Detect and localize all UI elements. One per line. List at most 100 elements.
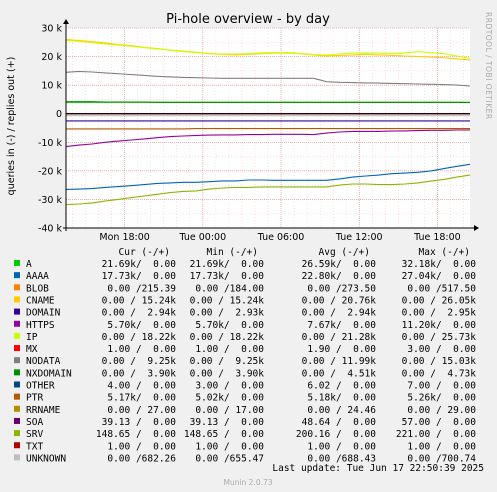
legend-value-min: 0.00 / 3.90k [190, 368, 265, 379]
y-tick-label: 30 k [41, 24, 62, 35]
legend-value-min: 0.00 /184.00 [195, 283, 264, 294]
legend-header-avg: Avg (-/+) [319, 247, 370, 258]
legend-value-cur: 0.00 / 3.90k [102, 368, 177, 379]
legend-value-cur: 148.65 / 0.00 [96, 429, 176, 440]
series-line-srv [65, 174, 471, 206]
legend-swatch-other [14, 381, 20, 388]
legend-value-min: 1.00 / 0.00 [195, 344, 264, 355]
legend-value-max: 0.00 /517.50 [407, 283, 476, 294]
legend-value-min: 0.00 / 18.22k [190, 332, 265, 343]
legend-header-max: Max (-/+) [419, 247, 470, 258]
legend-value-cur: 5.17k/ 0.00 [107, 393, 176, 404]
y-tick-label: -40 k [38, 224, 63, 235]
legend-value-cur: 0.00 /215.39 [107, 283, 176, 294]
legend-value-cur: 1.00 / 0.00 [107, 441, 176, 452]
legend-value-min: 0.00 / 17.00 [195, 405, 264, 416]
legend-swatch-txt [14, 442, 20, 449]
legend-name: DOMAIN [26, 308, 61, 319]
legend-value-avg: 200.16 / 0.00 [296, 429, 376, 440]
legend-value-min: 5.70k/ 0.00 [195, 320, 264, 331]
legend-swatch-nxdomain [14, 369, 20, 376]
legend-value-max: 0.00 / 15.03k [402, 356, 477, 367]
legend-value-cur: 0.00 / 9.25k [102, 356, 177, 367]
legend-value-min: 3.00 / 0.00 [195, 381, 264, 392]
legend-value-max: 0.00 / 4.73k [402, 368, 477, 379]
legend-value-min: 0.00 / 9.25k [190, 356, 265, 367]
legend-value-max: 0.00 / 29.00 [407, 405, 476, 416]
y-tick-label: -30 k [38, 195, 63, 206]
legend-value-avg: 1.00 / 0.00 [307, 441, 376, 452]
legend-value-cur: 0.00 / 15.24k [102, 295, 177, 306]
legend-value-avg: 0.00 / 24.46 [307, 405, 376, 416]
legend-value-max: 5.26k/ 0.00 [407, 393, 476, 404]
legend-value-cur: 0.00 / 2.94k [102, 308, 177, 319]
y-tick-label: 0 [56, 109, 62, 120]
legend-name: SRV [26, 429, 43, 440]
legend-value-min: 148.65 / 0.00 [184, 429, 264, 440]
legend-value-cur: 5.70k/ 0.00 [107, 320, 176, 331]
axes [63, 19, 479, 231]
legend-name: PTR [26, 393, 43, 404]
legend-value-avg: 0.00 / 4.51k [302, 368, 377, 379]
legend-value-max: 0.00 / 2.95k [402, 308, 477, 319]
y-tick-label: -10 k [38, 138, 63, 149]
x-tick-label: Tue 00:00 [179, 232, 227, 243]
legend-swatch-https [14, 320, 20, 327]
tick-labels: 30 k 20 k 10 k 0 -10 k -20 k -30 k -40 k Mon 18:… [38, 24, 461, 244]
legend-swatch-srv [14, 430, 20, 437]
legend-swatch-blob [14, 284, 20, 291]
legend-name: OTHER [26, 381, 55, 392]
legend-value-max: 27.04k/ 0.00 [402, 271, 477, 282]
legend-value-min: 21.69k/ 0.00 [190, 259, 265, 270]
legend-name: UNKNOWN [26, 453, 66, 464]
legend-value-avg: 0.00 / 21.28k [302, 332, 377, 343]
x-tick-label: Tue 12:00 [335, 232, 383, 243]
legend-swatch-aaaa [14, 272, 20, 279]
legend-value-max: 0.00 /700.74 [407, 453, 476, 464]
legend-value-max: 221.00 / 0.00 [396, 429, 476, 440]
legend-value-cur: 0.00 / 27.00 [107, 405, 176, 416]
legend-value-max: 3.00 / 0.00 [407, 344, 476, 355]
legend-name: BLOB [26, 283, 49, 294]
side-label: RRDTOOL / TOBI OETIKER [484, 12, 493, 120]
legend-swatch-rrname [14, 405, 20, 412]
legend-value-cur: 39.13 / 0.00 [102, 417, 177, 428]
series-line-aaaa [65, 163, 471, 190]
legend-swatch-soa [14, 417, 20, 424]
x-tick-label: Mon 18:00 [99, 232, 149, 243]
legend-name: RRNAME [26, 405, 61, 416]
legend-header-cur: Cur (-/+) [119, 247, 170, 258]
legend-name: NODATA [26, 356, 61, 367]
series-line-nxdomain [66, 101, 471, 104]
legend-value-min: 0.00 / 2.93k [190, 308, 265, 319]
legend-value-avg: 0.00 / 20.76k [302, 295, 377, 306]
legend-value-avg: 6.02 / 0.00 [307, 381, 376, 392]
series-line-ip [65, 39, 471, 60]
legend-value-max: 32.18k/ 0.00 [402, 259, 477, 270]
legend-value-max: 7.00 / 0.00 [407, 381, 476, 392]
legend-name: CNAME [26, 295, 55, 306]
legend-value-avg: 1.90 / 0.00 [307, 344, 376, 355]
legend-swatch-ptr [14, 393, 20, 400]
series-line-nodata [65, 70, 471, 87]
legend-value-min: 0.00 /655.47 [195, 453, 264, 464]
legend-swatch-mx [14, 345, 20, 352]
last-update: Last update: Tue Jun 17 22:50:39 2025 [272, 463, 484, 474]
legend-value-avg: 0.00 /688.43 [307, 453, 376, 464]
legend-name: IP [26, 332, 38, 343]
legend-value-avg: 0.00 / 2.94k [302, 308, 377, 319]
legend-value-min: 39.13 / 0.00 [190, 417, 265, 428]
series-line-https [65, 129, 470, 148]
y-axis-arrow [63, 19, 69, 24]
legend-value-min: 1.00 / 0.00 [195, 441, 264, 452]
legend-value-max: 1.00 / 0.00 [407, 441, 476, 452]
legend-value-max: 0.00 / 26.05k [402, 295, 477, 306]
legend-value-avg: 48.64 / 0.00 [302, 417, 377, 428]
legend-value-avg: 5.18k/ 0.00 [307, 393, 376, 404]
legend-name: SOA [26, 417, 43, 428]
legend-value-min: 17.73k/ 0.00 [190, 271, 265, 282]
x-tick-label: Tue 06:00 [257, 232, 305, 243]
legend-value-cur: 1.00 / 0.00 [107, 344, 176, 355]
legend-name: MX [26, 344, 38, 355]
